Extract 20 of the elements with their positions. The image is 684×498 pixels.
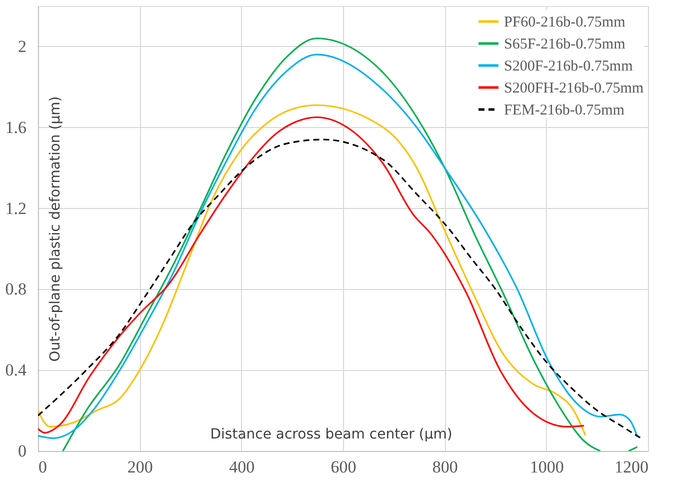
x-tick-label: 0	[38, 458, 47, 476]
legend-label: S200F-216b-0.75mm	[504, 58, 634, 74]
y-tick-label: 0.8	[5, 280, 26, 299]
y-tick-label: 1.6	[5, 118, 26, 137]
x-axis-title: Distance across beam center (µm)	[210, 426, 452, 442]
x-tick-label: 200	[127, 458, 153, 476]
x-tick-label: 600	[330, 458, 356, 476]
legend-label: S200FH-216b-0.75mm	[504, 80, 644, 96]
y-tick-label: 2	[18, 36, 26, 56]
legend-label: S65F-216b-0.75mm	[504, 36, 626, 52]
x-tick-label: 1200	[614, 458, 648, 476]
x-tick-label: 400	[229, 458, 255, 476]
y-tick-label: 0	[18, 442, 26, 460]
y-axis-title: Out-of-plane plastic deformation (µm)	[48, 96, 64, 362]
y-tick-label: 0.4	[5, 360, 27, 380]
y-tick-label: 1.2	[5, 198, 26, 218]
x-tick-label: 800	[432, 458, 458, 476]
legend-label: PF60-216b-0.75mm	[504, 14, 626, 30]
x-tick-label: 1000	[530, 458, 564, 476]
legend-label: FEM-216b-0.75mm	[504, 102, 625, 118]
